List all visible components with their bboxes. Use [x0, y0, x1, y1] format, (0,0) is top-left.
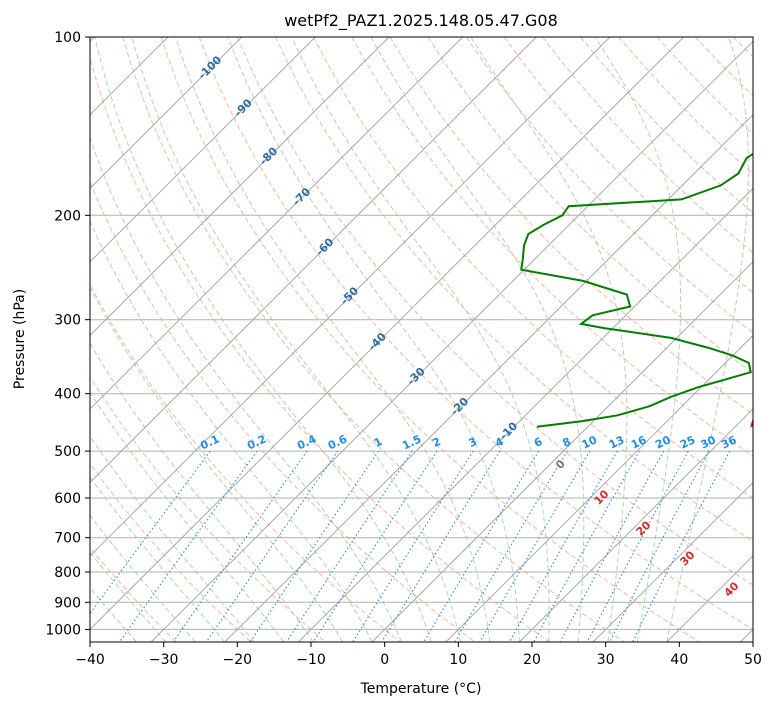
x-tick-label: −30 — [149, 652, 179, 668]
moist-adiabat-line — [90, 342, 314, 642]
mixing-ratio-label: 10 — [580, 433, 600, 451]
isotherm-line — [90, 37, 390, 337]
y-axis-title: Pressure (hPa) — [12, 289, 28, 389]
x-tick-label: 40 — [670, 652, 688, 668]
y-tick-label: 800 — [54, 565, 81, 581]
y-tick-label: 100 — [54, 30, 81, 46]
mixing-ratio-line — [609, 450, 710, 642]
x-tick-label: 0 — [380, 652, 389, 668]
x-tick-label: −20 — [223, 652, 253, 668]
mixing-ratio-label: 30 — [699, 433, 719, 451]
y-tick-label: 300 — [54, 313, 81, 329]
x-tick-label: −40 — [75, 652, 105, 668]
mixing-ratio-label: 20 — [653, 433, 673, 451]
isotherm-line — [445, 334, 753, 642]
dry-adiabat-line — [90, 375, 326, 642]
isotherm-line — [592, 481, 753, 642]
x-axis-title: Temperature (°C) — [360, 681, 482, 697]
isotherm-line — [224, 114, 753, 642]
dry-adiabat-line — [90, 55, 550, 642]
mixing-ratio-line — [90, 450, 211, 615]
y-tick-label: 1000 — [45, 622, 81, 638]
dry-adiabat-line — [427, 37, 753, 374]
moist-adiabat-line — [90, 286, 344, 642]
y-tick-label: 700 — [54, 531, 81, 547]
dry-adiabat-line — [90, 462, 252, 642]
moist-adiabat-line — [90, 435, 255, 642]
mixing-ratio-label: 13 — [607, 433, 626, 451]
dry-adiabat-line — [122, 37, 625, 642]
mixing-ratio-line — [249, 450, 379, 642]
moist-adiabat-line — [370, 37, 585, 642]
dry-adiabat-line — [313, 37, 753, 500]
axes: −40 −30 −20 −10 0 10 20 30 40 50 100 200 300 400 500 60… — [45, 30, 762, 668]
isotherm-line — [90, 37, 537, 484]
moist-adiabat-line — [90, 476, 226, 642]
dry-adiabat-line — [503, 37, 753, 294]
mixing-ratio-label: 36 — [719, 433, 739, 451]
dry-adiabat-line — [236, 37, 753, 586]
mixing-ratio-label: 25 — [678, 433, 697, 451]
mixing-ratio-line — [509, 450, 618, 642]
y-tick-label: 400 — [54, 387, 81, 403]
dry-adiabat-line — [389, 37, 753, 416]
x-tick-label: 10 — [449, 652, 467, 668]
mixing-ratio-line — [286, 450, 413, 642]
moist-adiabat-line — [175, 37, 491, 642]
isotherm-line — [298, 187, 753, 642]
mixing-ratio-line — [172, 450, 308, 642]
moist-adiabat-line — [94, 37, 432, 642]
mixing-ratio-line — [533, 450, 640, 642]
plot-frame — [89, 36, 754, 643]
dry-adiabat-line — [465, 37, 753, 334]
isotherm-line — [90, 37, 243, 190]
moist-adiabat-line — [227, 37, 520, 642]
isotherm-line — [90, 37, 316, 263]
x-tick-label: 30 — [597, 652, 615, 668]
y-tick-label: 900 — [54, 595, 81, 611]
moist-adiabat-line — [666, 37, 749, 642]
moist-adiabat-line — [470, 37, 628, 642]
mixing-ratio-line — [205, 450, 339, 642]
dry-adiabat-line — [198, 37, 753, 630]
isotherm-line — [150, 40, 753, 642]
dry-adiabat-line — [90, 546, 177, 642]
mixing-ratio-line — [586, 450, 689, 642]
y-tick-label: 500 — [54, 444, 81, 460]
dry-adiabat-line — [351, 37, 753, 457]
mixing-ratio-line — [632, 450, 731, 642]
dry-adiabat-line — [160, 37, 700, 642]
isotherm-line — [90, 37, 685, 631]
dry-adiabat-line — [90, 283, 401, 642]
plot-area — [90, 37, 753, 642]
x-tick-label: 20 — [523, 652, 541, 668]
y-tick-label: 200 — [54, 208, 81, 224]
mixing-ratio-line — [559, 450, 665, 642]
dry-adiabat-line — [90, 180, 476, 642]
isotherm-line — [90, 37, 464, 410]
moist-adiabat-line — [90, 220, 373, 642]
moist-adiabat-line — [594, 37, 682, 642]
chart-title: wetPf2_PAZ1.2025.148.05.47.G08 — [284, 11, 558, 31]
isotherm-line — [519, 408, 753, 642]
moist-adiabat-line — [131, 37, 461, 642]
x-tick-label: −10 — [296, 652, 326, 668]
mixing-ratio-line — [381, 450, 501, 642]
dewpoint-profile-line — [520, 152, 753, 428]
moist-adiabat-line — [291, 37, 550, 642]
y-tick-label: 600 — [54, 491, 81, 507]
isotherm-line — [90, 37, 611, 557]
mixing-ratio-label: 16 — [629, 433, 649, 451]
x-tick-label: 50 — [744, 652, 762, 668]
